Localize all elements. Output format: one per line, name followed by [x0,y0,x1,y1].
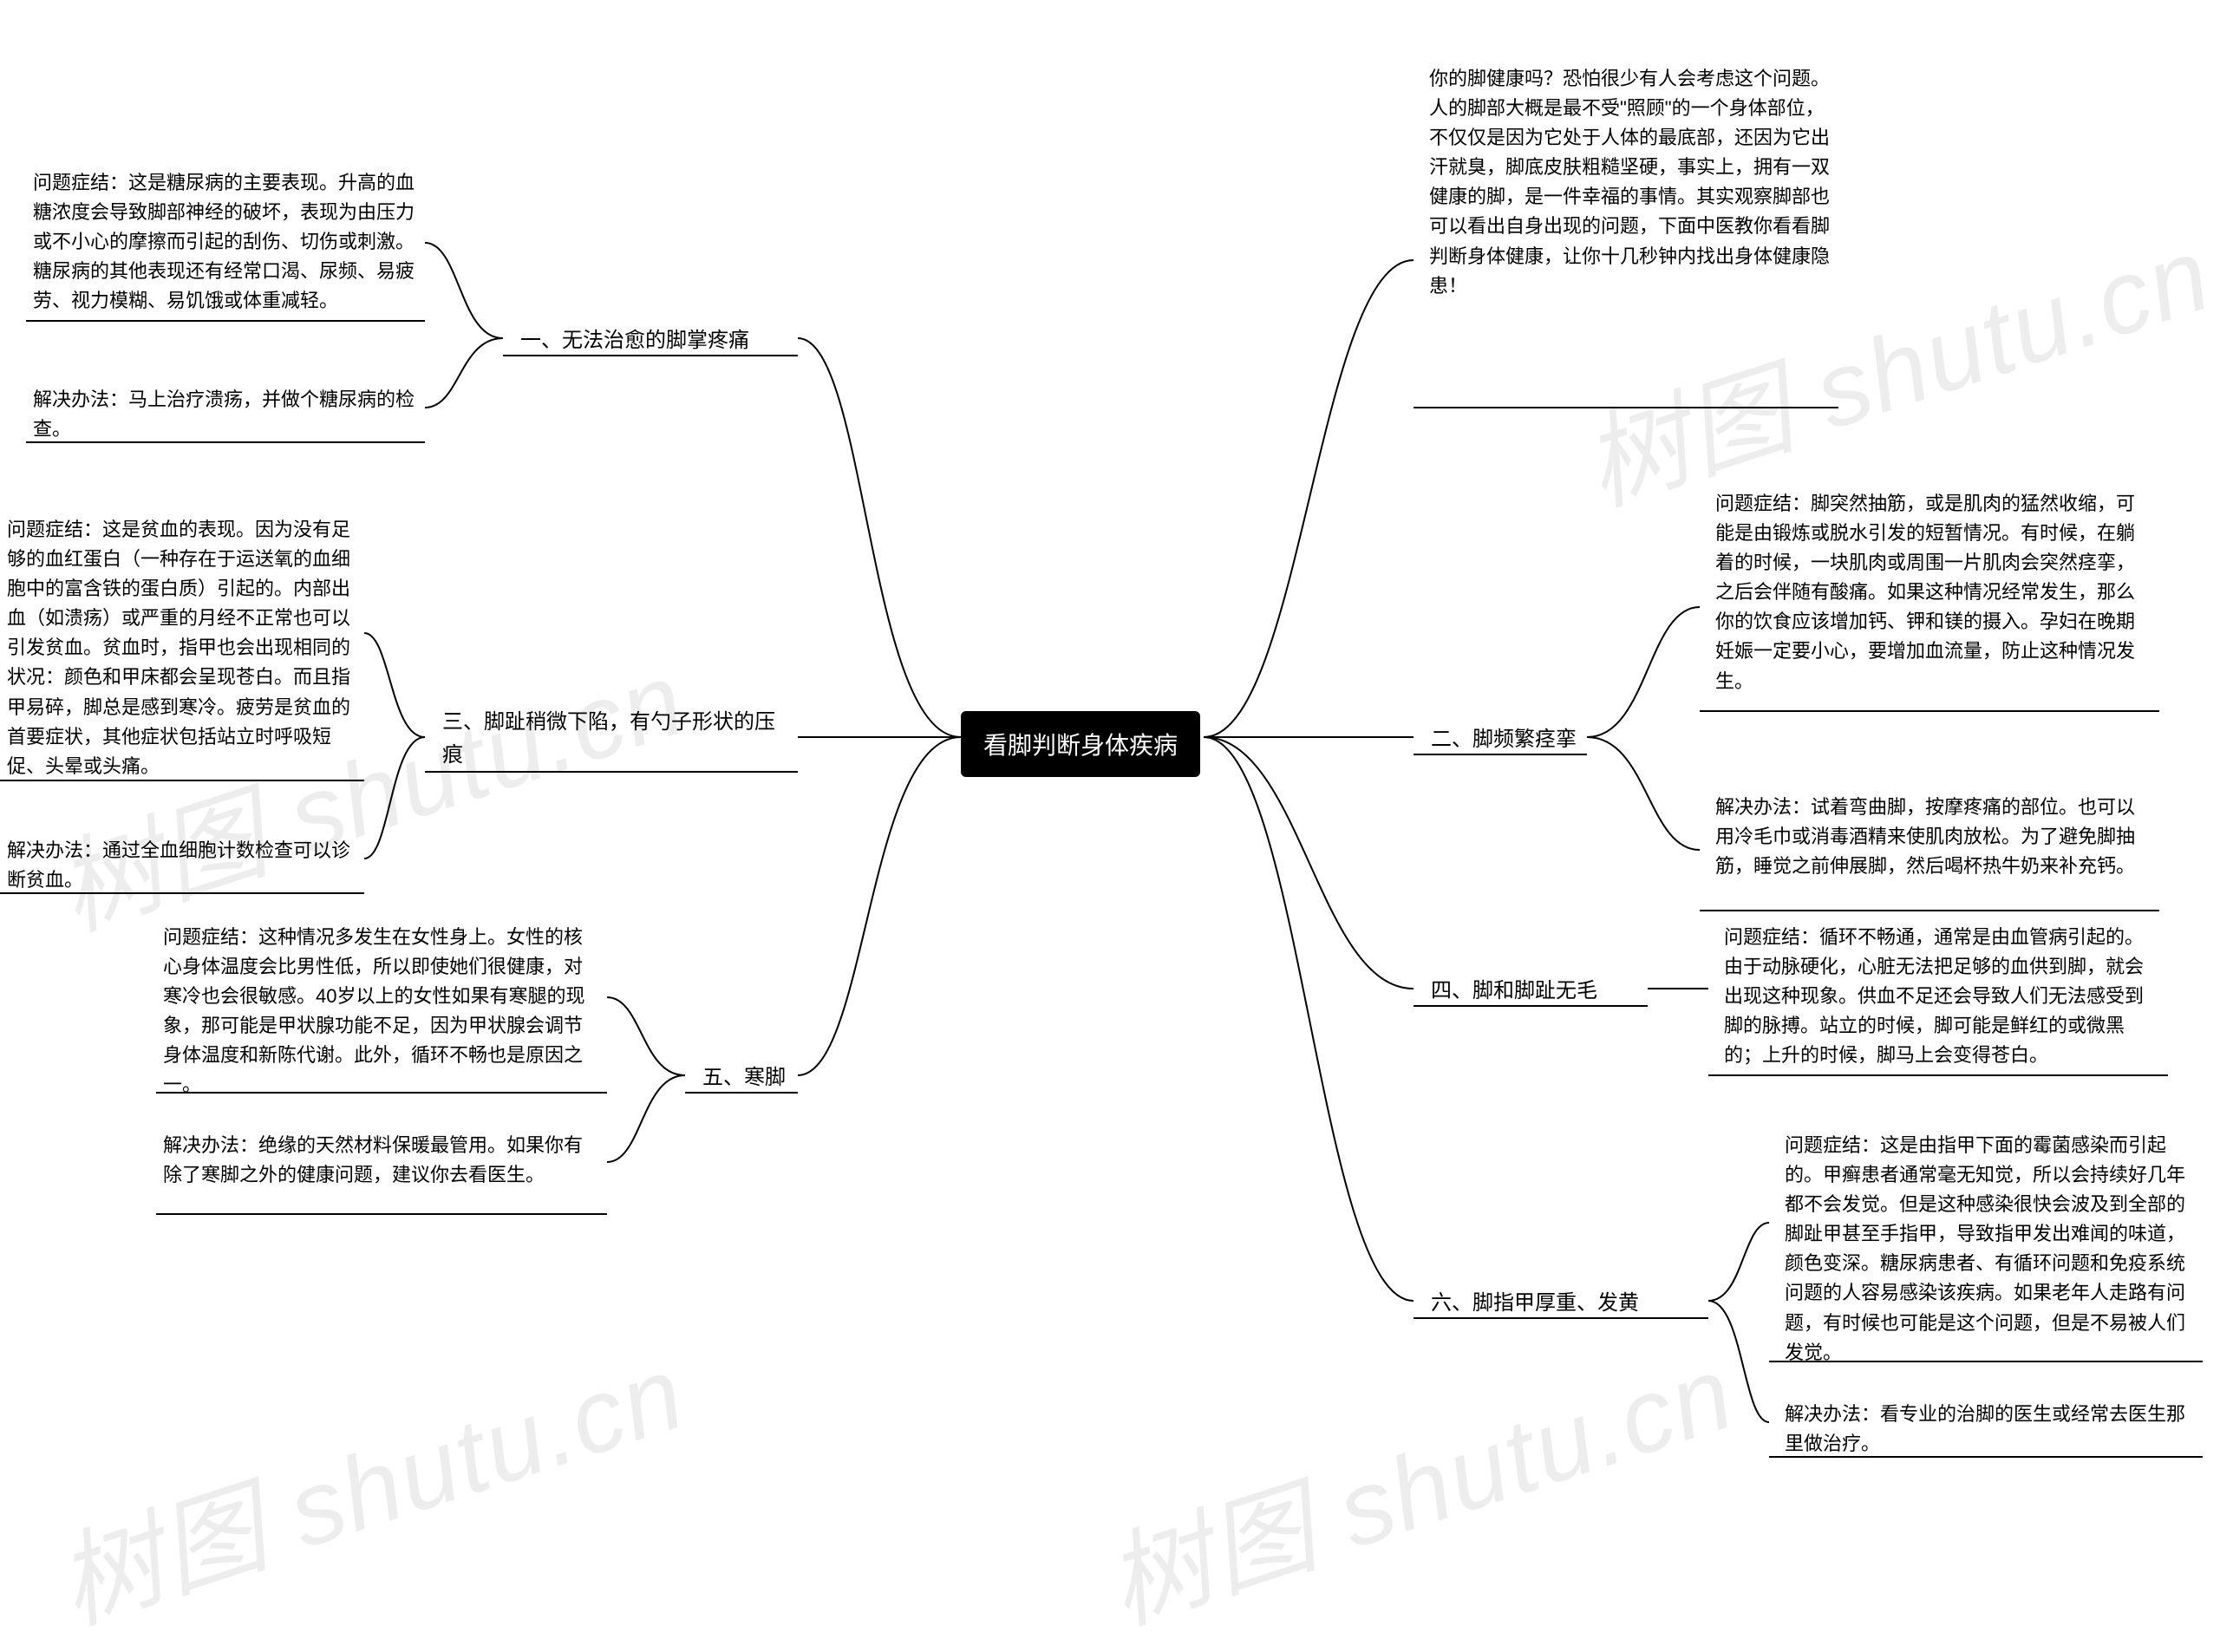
leaf-s6-symptom: 问题症结：这是由指甲下面的霉菌感染而引起的。甲癣患者通常毫无知觉，所以会持续好几… [1778,1127,2203,1371]
leaf-s2-symptom: 问题症结：脚突然抽筋，或是肌肉的猛然收缩，可能是由锻炼或脱水引发的短暂情况。有时… [1708,486,2159,700]
node-s1[interactable]: 一、无法治愈的脚掌疼痛 [512,321,758,361]
intro-text: 你的脚健康吗？恐怕很少有人会考虑这个问题。人的脚部大概是最不受"照顾"的一个身体… [1422,61,1838,304]
node-s4[interactable]: 四、脚和脚趾无毛 [1422,971,1606,1011]
leaf-s5-solution: 解决办法：绝缘的天然材料保暖最管用。如果你有除了寒脚之外的健康问题，建议你去看医… [156,1127,607,1193]
node-s2[interactable]: 二、脚频繁痉挛 [1422,720,1585,760]
node-s6[interactable]: 六、脚指甲厚重、发黄 [1422,1283,1648,1323]
leaf-s1-symptom: 问题症结：这是糖尿病的主要表现。升高的血糖浓度会导致脚部神经的破坏，表现为由压力… [26,165,425,319]
leaf-s5-symptom: 问题症结：这种情况多发生在女性身上。女性的核心身体温度会比男性低，所以即使她们很… [156,919,607,1104]
leaf-s3-symptom: 问题症结：这是贫血的表现。因为没有足够的血红蛋白（一种存在于运送氧的血细胞中的富… [0,512,364,785]
leaf-s4-symptom: 问题症结：循环不畅通，通常是由血管病引起的。由于动脉硬化，心脏无法把足够的血供到… [1717,919,2168,1074]
node-s5[interactable]: 五、寒脚 [694,1058,794,1098]
leaf-s3-solution: 解决办法：通过全血细胞计数检查可以诊断贫血。 [0,833,364,898]
leaf-s6-solution: 解决办法：看专业的治脚的医生或经常去医生那里做治疗。 [1778,1396,2203,1462]
watermark: 树图 shutu.cn [1085,1309,1749,1652]
node-s3[interactable]: 三、脚趾稍微下陷，有勺子形状的压痕 [434,702,798,776]
root-node[interactable]: 看脚判断身体疾病 [961,711,1200,777]
leaf-s2-solution: 解决办法：试着弯曲脚，按摩疼痛的部位。也可以用冷毛巾或消毒酒精来使肌肉放松。为了… [1708,789,2159,885]
mindmap-canvas: 树图 shutu.cn 树图 shutu.cn 树图 shutu.cn 树图 s… [0,0,2220,1579]
leaf-s1-solution: 解决办法：马上治疗溃疡，并做个糖尿病的检查。 [26,382,425,447]
watermark: 树图 shutu.cn [36,1309,700,1652]
